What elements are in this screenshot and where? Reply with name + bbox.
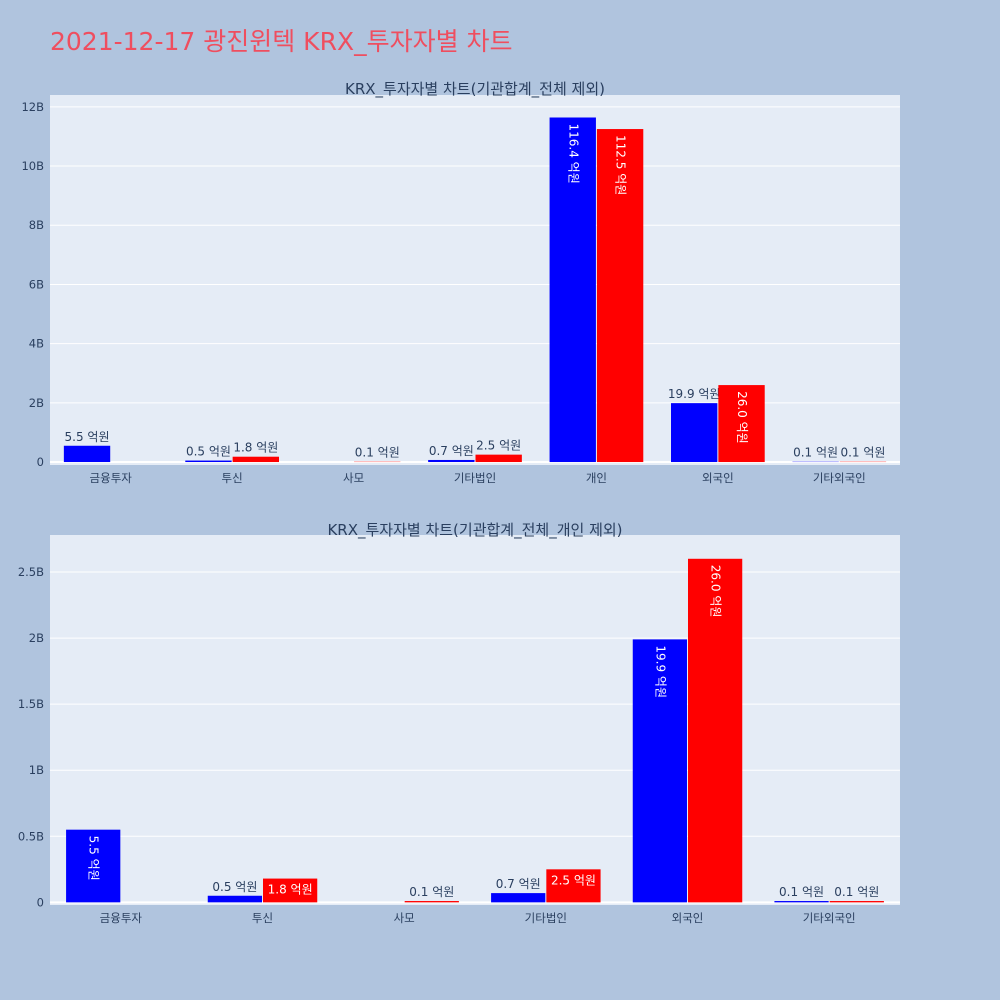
- bar: [63, 445, 111, 463]
- bar: [596, 129, 644, 463]
- data-label: 19.9 억원: [668, 387, 721, 401]
- x-tick-label: 기타법인: [454, 471, 496, 485]
- data-label: 116.4 억원: [566, 123, 580, 183]
- plot-area-1: [50, 95, 900, 465]
- y-tick-label: 6B: [29, 277, 44, 291]
- data-label: 0.1 억원: [779, 885, 824, 899]
- data-label: 19.9 억원: [653, 645, 667, 698]
- y-tick-label: 0: [37, 455, 44, 469]
- data-label: 0.7 억원: [429, 444, 474, 458]
- data-label: 2.5 억원: [551, 873, 596, 887]
- data-label: 2.5 억원: [476, 439, 521, 453]
- chart-title-2: KRX_투자자별 차트(기관합계_전체_개인 제외): [327, 521, 622, 540]
- y-tick-label: 8B: [29, 218, 44, 232]
- x-tick-label: 사모: [394, 911, 415, 925]
- y-tick-label: 2B: [29, 631, 44, 645]
- bar: [207, 895, 262, 903]
- x-tick-label: 금융투자: [100, 911, 143, 925]
- y-tick-label: 2.5B: [18, 565, 44, 579]
- x-tick-label: 금융투자: [90, 471, 133, 485]
- data-label: 0.5 억원: [212, 880, 257, 894]
- data-label: 1.8 억원: [233, 441, 278, 455]
- bar: [475, 454, 522, 463]
- bar: [718, 385, 765, 463]
- x-tick-label: 외국인: [702, 471, 734, 485]
- bar: [491, 893, 546, 903]
- plot-area-2: [50, 535, 900, 905]
- x-tick-label: 개인: [586, 471, 607, 485]
- y-tick-label: 12B: [21, 100, 44, 114]
- x-tick-label: 투신: [252, 911, 273, 925]
- x-tick-label: 기타법인: [525, 911, 567, 925]
- bar: [428, 459, 475, 463]
- y-tick-label: 4B: [29, 337, 44, 351]
- data-label: 1.8 억원: [268, 883, 313, 897]
- bar: [632, 639, 687, 903]
- y-tick-label: 10B: [21, 159, 44, 173]
- bar: [671, 403, 718, 463]
- x-tick-label: 기타외국인: [813, 471, 866, 485]
- bar: [549, 117, 596, 463]
- y-tick-label: 0.5B: [18, 829, 44, 843]
- x-tick-label: 투신: [222, 471, 243, 485]
- data-label: 0.1 억원: [840, 446, 885, 460]
- x-tick-label: 사모: [343, 471, 364, 485]
- data-label: 0.5 억원: [186, 445, 231, 459]
- data-label: 0.1 억원: [355, 446, 400, 460]
- data-label: 0.1 억원: [409, 885, 454, 899]
- data-label: 0.1 억원: [834, 885, 879, 899]
- bar: [185, 460, 232, 463]
- data-label: 26.0 억원: [709, 565, 723, 618]
- data-label: 0.7 억원: [496, 877, 541, 891]
- y-tick-label: 0: [37, 895, 44, 909]
- bar: [66, 829, 121, 903]
- y-tick-label: 1.5B: [18, 697, 44, 711]
- x-tick-label: 기타외국인: [803, 911, 856, 925]
- y-tick-label: 1B: [29, 763, 44, 777]
- data-label: 112.5 억원: [614, 135, 628, 195]
- bar: [688, 558, 743, 903]
- y-tick-label: 2B: [29, 396, 44, 410]
- data-label: 5.5 억원: [87, 836, 101, 881]
- data-label: 0.1 억원: [793, 446, 838, 460]
- chart-title-1: KRX_투자자별 차트(기관합계_전체 제외): [345, 80, 605, 99]
- bar: [546, 869, 601, 903]
- data-label: 5.5 억원: [65, 430, 110, 444]
- bar: [232, 456, 279, 463]
- bar: [829, 901, 884, 903]
- data-label: 26.0 억원: [735, 391, 749, 444]
- page-title: 2021-12-17 광진윈텍 KRX_투자자별 차트: [50, 27, 513, 56]
- bar: [774, 901, 829, 903]
- bar: [404, 901, 459, 903]
- x-tick-label: 외국인: [672, 911, 704, 925]
- bar: [263, 878, 318, 903]
